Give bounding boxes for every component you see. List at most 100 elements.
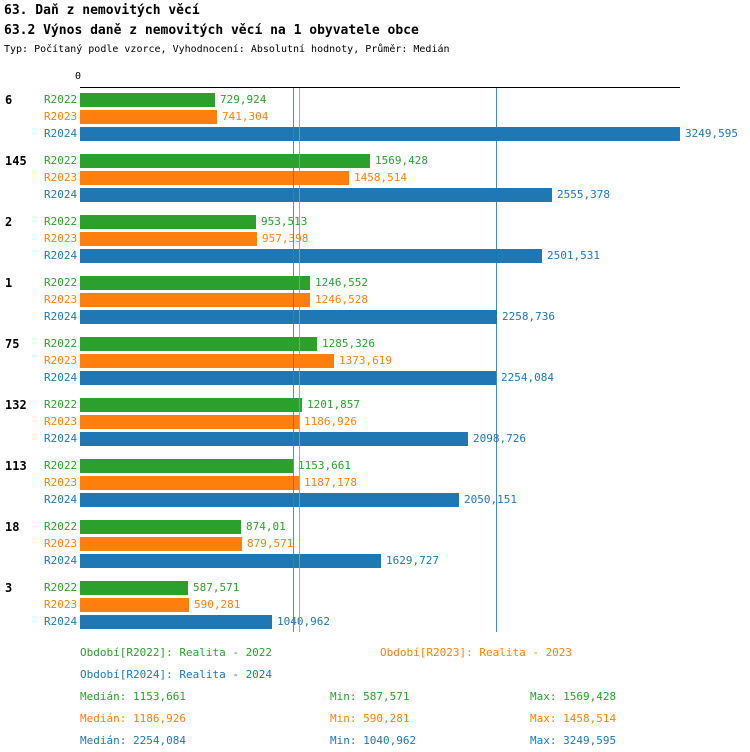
median-line-r2022 [293,88,294,632]
median-line-r2024 [496,88,497,632]
bar-value-label: 2258,736 [502,310,555,323]
series-label-r2022: R2022 [44,215,78,228]
group-label: 2 [5,215,13,229]
group-label: 3 [5,581,13,595]
bar-r2022 [80,398,302,412]
report-title: 63. Daň z nemovitých věcí [4,3,200,18]
report-meta-line: Typ: Počítaný podle vzorce, Vyhodnocení:… [4,44,450,55]
series-label-r2024: R2024 [44,432,78,445]
series-label-r2024: R2024 [44,310,78,323]
bar-value-label: 953,513 [261,215,308,228]
bar-r2023 [80,537,242,551]
median-line-r2023 [299,88,300,632]
series-label-r2023: R2023 [44,293,78,306]
series-label-r2022: R2022 [44,93,78,106]
x-axis-zero-label: 0 [75,71,82,82]
bar-value-label: 874,01 [246,520,286,533]
bar-value-label: 1187,178 [304,476,357,489]
bar-value-label: 590,281 [194,598,241,611]
group-label: 113 [5,459,27,473]
group-label: 18 [5,520,20,534]
bar-r2023 [80,293,310,307]
series-label-r2023: R2023 [44,354,78,367]
stat-median-r2022: Medián: 1153,661 [80,690,186,703]
series-label-r2022: R2022 [44,154,78,167]
series-label-r2023: R2023 [44,598,78,611]
bar-r2022 [80,154,370,168]
legend-item-r2024: Období[R2024]: Realita - 2024 [80,668,273,681]
bar-value-label: 729,924 [220,93,267,106]
series-label-r2024: R2024 [44,554,78,567]
series-label-r2024: R2024 [44,127,78,140]
stat-max-r2024: Max: 3249,595 [530,734,617,747]
bar-value-label: 1040,962 [277,615,330,628]
series-label-r2023: R2023 [44,171,78,184]
bar-r2023 [80,354,334,368]
bar-r2024 [80,615,272,629]
bar-value-label: 1458,514 [354,171,407,184]
series-label-r2024: R2024 [44,371,78,384]
stat-median-r2024: Medián: 2254,084 [80,734,186,747]
bar-value-label: 1246,528 [315,293,368,306]
series-label-r2024: R2024 [44,615,78,628]
series-label-r2022: R2022 [44,581,78,594]
stat-max-r2022: Max: 1569,428 [530,690,617,703]
series-label-r2023: R2023 [44,537,78,550]
series-label-r2022: R2022 [44,398,78,411]
bar-r2023 [80,110,217,124]
bar-r2023 [80,598,189,612]
bar-value-label: 1186,926 [304,415,357,428]
bar-r2022 [80,337,317,351]
series-label-r2022: R2022 [44,337,78,350]
bar-r2024 [80,127,680,141]
legend-item-r2022: Období[R2022]: Realita - 2022 [80,646,273,659]
bar-r2022 [80,276,310,290]
stat-min-r2023: Min: 590,281 [330,712,410,725]
legend-item-r2023: Období[R2023]: Realita - 2023 [380,646,573,659]
series-label-r2023: R2023 [44,476,78,489]
group-label: 75 [5,337,20,351]
bar-r2024 [80,310,497,324]
bar-r2023 [80,476,299,490]
bar-value-label: 1569,428 [375,154,428,167]
group-label: 132 [5,398,27,412]
series-label-r2024: R2024 [44,249,78,262]
bar-r2023 [80,415,299,429]
bar-r2022 [80,520,241,534]
bar-value-label: 3249,595 [685,127,738,140]
bar-value-label: 2555,378 [557,188,610,201]
bar-r2022 [80,93,215,107]
bar-value-label: 1629,727 [386,554,439,567]
bar-value-label: 2501,531 [547,249,600,262]
series-label-r2022: R2022 [44,520,78,533]
bar-value-label: 587,571 [193,581,240,594]
bar-value-label: 1373,619 [339,354,392,367]
bar-r2022 [80,459,293,473]
bar-r2024 [80,493,459,507]
bar-value-label: 741,304 [222,110,269,123]
bar-value-label: 1201,857 [307,398,360,411]
bar-value-label: 957,398 [262,232,309,245]
bar-r2023 [80,171,349,185]
bar-r2024 [80,432,468,446]
bar-value-label: 2254,084 [501,371,554,384]
series-label-r2023: R2023 [44,232,78,245]
stat-min-r2022: Min: 587,571 [330,690,410,703]
stat-max-r2023: Max: 1458,514 [530,712,617,725]
report-subtitle: 63.2 Výnos daně z nemovitých věcí na 1 o… [4,23,419,38]
bar-r2022 [80,215,256,229]
series-label-r2022: R2022 [44,276,78,289]
bar-r2024 [80,371,496,385]
series-label-r2024: R2024 [44,493,78,506]
bar-value-label: 1153,661 [298,459,351,472]
bar-r2024 [80,249,542,263]
bar-value-label: 2050,151 [464,493,517,506]
x-axis-line [80,87,680,88]
bar-r2024 [80,554,381,568]
bar-value-label: 879,571 [247,537,294,550]
series-label-r2023: R2023 [44,415,78,428]
stat-min-r2024: Min: 1040,962 [330,734,417,747]
bar-r2023 [80,232,257,246]
